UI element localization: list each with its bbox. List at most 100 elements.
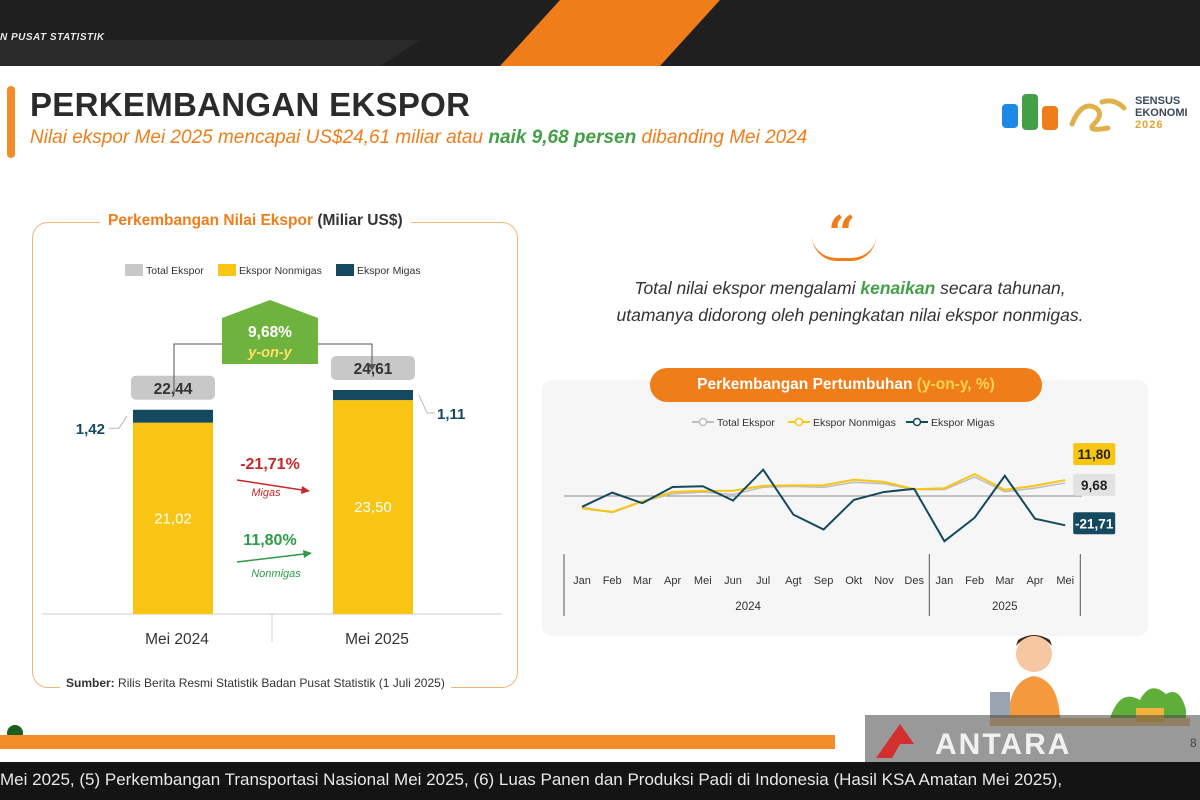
growth-title-main: Perkembangan Pertumbuhan [697, 376, 913, 393]
end-label-nonmigas: 11,80 [1078, 447, 1111, 462]
x-tick-label: Jan [573, 575, 591, 587]
bar-nonmigas [333, 400, 413, 614]
page-subtitle: Nilai ekspor Mei 2025 mencapai US$24,61 … [30, 127, 807, 149]
legend-line-total: Total Ekspor [717, 417, 775, 429]
bar-nonmigas [133, 422, 213, 614]
quote-line-2: utamanya didorong oleh peningkatan nilai… [616, 305, 1084, 325]
bottom-progress-bar [0, 735, 835, 749]
series-line [581, 476, 1066, 514]
bar-nonmigas-label: 21,02 [154, 510, 192, 527]
panel-title-main: Perkembangan Nilai Ekspor [108, 212, 314, 229]
growth-title-unit: (y-on-y, %) [916, 376, 995, 393]
nonmigas-arrow-line [236, 553, 305, 563]
logo-line-2: EKONOMI [1135, 107, 1188, 119]
logo-line-1: SENSUS [1135, 95, 1181, 107]
se2026-emblem-icon [1069, 98, 1127, 132]
migas-leader-line [109, 415, 128, 429]
x-tick-label: Apr [1026, 575, 1043, 587]
yoy-badge [222, 300, 318, 364]
banner-dark-shape [0, 40, 420, 66]
subtitle-text-2: dibanding Mei 2024 [636, 127, 808, 148]
logo-line-3: 2026 [1135, 119, 1164, 131]
x-tick-label: Des [904, 575, 924, 587]
x-tick-label: Mei [694, 575, 712, 587]
nonmigas-change-value: 11,80% [243, 532, 296, 549]
yoy-sub: y-on-y [247, 345, 292, 361]
x-tick-label: Feb [965, 575, 984, 587]
bar-total-box [131, 375, 215, 400]
watermark-text: ANTARA [935, 728, 1072, 761]
x-tick-label: Okt [845, 575, 862, 587]
year-label: 2024 [735, 601, 761, 613]
person-head-icon [1016, 636, 1052, 672]
subtitle-text-1: Nilai ekspor Mei 2025 mencapai US$24,61 … [30, 127, 489, 148]
sensus-ekonomi-logo-text: SENSUS EKONOMI 2026 [1135, 95, 1188, 131]
bar-nonmigas-label: 23,50 [354, 499, 392, 516]
banner-decoration [0, 0, 720, 66]
legend-marker-migas [912, 417, 922, 427]
x-tick-label: Apr [664, 575, 681, 587]
subtitle-highlight: naik 9,68 persen [488, 127, 637, 148]
laptop-icon [990, 692, 1010, 718]
person-body-icon [1008, 676, 1060, 718]
legend-marker-nonmigas [794, 417, 804, 427]
migas-leader-line [418, 394, 435, 414]
panel-title: Perkembangan Nilai Ekspor (Miliar US$) [100, 212, 411, 230]
migas-arrow-head [301, 486, 310, 494]
growth-line-chart: Total Ekspor Ekspor Nonmigas Ekspor Miga… [563, 417, 1116, 616]
logo-block-green [1022, 94, 1038, 130]
legend-line-migas: Ekspor Migas [931, 417, 995, 429]
yoy-value: 9,68% [248, 324, 292, 341]
page-title: PERKEMBANGAN EKSPOR [30, 86, 471, 123]
legend-swatch-nonmigas [218, 264, 236, 276]
plant-icon [1110, 688, 1186, 718]
quote-text: Total nilai ekspor mengalami kenaikan se… [520, 275, 1180, 329]
title-accent-bar [7, 86, 15, 158]
bps-logo-icon [1002, 94, 1127, 132]
bar-migas-label: 1,11 [437, 406, 465, 423]
nonmigas-change-label: Nonmigas [251, 568, 301, 580]
bars-layer: 21,02 22,44 1,42 Mei 2024 23,50 24,61 1,11 Mei … [42, 356, 502, 648]
bar-total-label: 24,61 [354, 361, 393, 378]
logo-block-blue [1002, 104, 1018, 128]
series-line [581, 468, 1066, 543]
line-legend: Total Ekspor Ekspor Nonmigas Ekspor Miga… [692, 417, 995, 429]
banner-orange-stripe [500, 0, 720, 66]
end-label-total-box [1073, 473, 1116, 496]
quote-line-1: Total nilai ekspor mengalami kenaikan se… [520, 275, 1180, 302]
bar-migas [333, 390, 413, 401]
lines-layer: Jan Feb Mar Apr Mei Jun Jul Agt Sep Okt Nov Des Jan F… [563, 443, 1116, 616]
end-label-nonmigas-box [1073, 443, 1116, 466]
series-line [581, 473, 1066, 513]
x-tick-label: Mei [1056, 575, 1074, 587]
legend-swatch-total [125, 264, 143, 276]
panel-title-unit: (Miliar US$) [317, 212, 403, 229]
quote-line-1a: Total nilai ekspor mengalami [634, 278, 861, 298]
x-tick-label: Jun [724, 575, 742, 587]
quote-highlight: kenaikan [860, 278, 936, 298]
end-label-total: 9,68 [1081, 478, 1108, 493]
migas-change-label: Migas [251, 487, 281, 499]
x-tick-label: Agt [785, 575, 802, 587]
migas-arrow-line [236, 479, 303, 491]
export-value-bar-chart: Total Ekspor Ekspor Nonmigas Ekspor Miga… [42, 264, 502, 648]
source-text: Rilis Berita Resmi Statistik Badan Pusat… [118, 676, 445, 690]
x-tick-label: Feb [603, 575, 622, 587]
legend-migas: Ekspor Migas [357, 265, 421, 277]
legend-total: Total Ekspor [146, 265, 204, 277]
watermark-box [865, 715, 1200, 767]
x-tick-label: Jan [936, 575, 954, 587]
top-banner: N PUSAT STATISTIK [0, 0, 1200, 66]
bar-legend: Total Ekspor Ekspor Nonmigas Ekspor Miga… [125, 264, 421, 277]
migas-change-value: -21,71% [240, 456, 300, 473]
antara-logo-icon [876, 724, 914, 758]
logo-block-orange [1042, 106, 1058, 130]
x-tick-label: Mar [633, 575, 652, 587]
x-tick-label: Nov [874, 575, 894, 587]
x-tick-label: Mar [995, 575, 1014, 587]
year-label: 2025 [992, 601, 1018, 613]
legend-nonmigas: Ekspor Nonmigas [239, 265, 322, 277]
source-label: Sumber: [66, 676, 115, 690]
smile-icon [812, 236, 876, 261]
bar-total-label: 22,44 [154, 381, 193, 398]
